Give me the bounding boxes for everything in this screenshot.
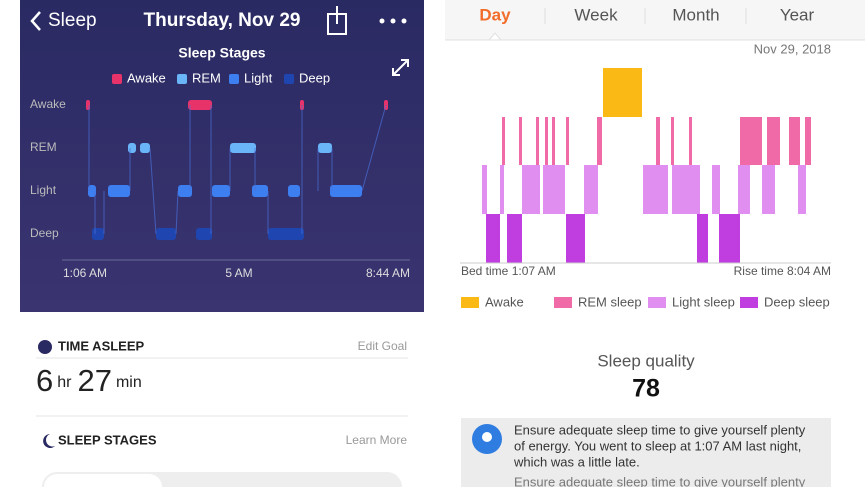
tip-text: Ensure adequate sleep time to give yours… xyxy=(514,422,806,437)
legend-swatch xyxy=(648,297,666,308)
back-icon[interactable] xyxy=(30,11,41,31)
rise-time: Rise time 8:04 AM xyxy=(734,264,831,278)
legend-swatch xyxy=(177,74,187,84)
legend-label: Deep xyxy=(299,70,330,85)
learn-more-link[interactable]: Learn More xyxy=(346,433,408,447)
tab-indicator xyxy=(487,32,503,41)
hours-unit: hr xyxy=(57,374,72,391)
legend-label: Awake xyxy=(485,294,524,309)
chart-title: Sleep Stages xyxy=(178,45,265,61)
y-label: Light xyxy=(30,183,57,197)
y-label: REM xyxy=(30,140,57,154)
hours: 6 xyxy=(36,363,53,398)
x-label: 5 AM xyxy=(225,266,252,280)
back-label[interactable]: Sleep xyxy=(48,10,97,31)
legend-swatch xyxy=(740,297,758,308)
tab-bar xyxy=(445,0,865,40)
x-label: 1:06 AM xyxy=(63,266,107,280)
tip-box xyxy=(461,418,831,492)
sleep-bars xyxy=(482,68,811,263)
tip-text: Ensure adequate sleep time to give yours… xyxy=(514,474,806,487)
hypnogram xyxy=(86,100,388,240)
more-icon[interactable] xyxy=(379,18,407,24)
minutes-unit: min xyxy=(116,374,142,391)
tab[interactable]: Month xyxy=(672,5,719,24)
time-asleep-value: 6 hr 27 min xyxy=(36,363,142,398)
legend-swatch xyxy=(461,297,479,308)
legend-swatch xyxy=(554,297,572,308)
tip-text: of energy. You went to sleep at 1:07 AM … xyxy=(514,438,801,453)
legend-swatch xyxy=(112,74,122,84)
legend-label: Awake xyxy=(127,70,166,85)
bed-time: Bed time 1:07 AM xyxy=(461,264,556,278)
bulb xyxy=(482,432,492,442)
y-label: Deep xyxy=(30,226,59,240)
y-label: Awake xyxy=(30,97,66,111)
date-title: Thursday, Nov 29 xyxy=(144,10,301,31)
quality-value: 78 xyxy=(632,375,660,403)
tip-text: which was a little late. xyxy=(513,454,640,469)
quality-label: Sleep quality xyxy=(597,351,695,370)
legend-label: Light xyxy=(244,70,273,85)
tab[interactable]: Year xyxy=(780,5,815,24)
moon-icon xyxy=(43,434,55,448)
legend-label: Light sleep xyxy=(672,294,735,309)
x-label: 8:44 AM xyxy=(366,266,410,280)
edit-goal-link[interactable]: Edit Goal xyxy=(358,339,407,353)
legend-swatch xyxy=(284,74,294,84)
legend-label: REM sleep xyxy=(578,294,642,309)
section-label: TIME ASLEEP xyxy=(58,338,145,353)
legend-label: Deep sleep xyxy=(764,294,830,309)
tab[interactable]: Day xyxy=(479,5,511,24)
minutes: 27 xyxy=(77,363,111,398)
section-label: SLEEP STAGES xyxy=(58,432,157,447)
tab[interactable]: Week xyxy=(574,5,618,24)
legend-label: REM xyxy=(192,70,221,85)
clock-icon xyxy=(38,340,52,354)
expand-icon[interactable] xyxy=(392,59,409,76)
share-icon[interactable] xyxy=(327,6,347,35)
segment[interactable] xyxy=(44,474,162,492)
chart-date: Nov 29, 2018 xyxy=(754,41,831,56)
legend-swatch xyxy=(229,74,239,84)
